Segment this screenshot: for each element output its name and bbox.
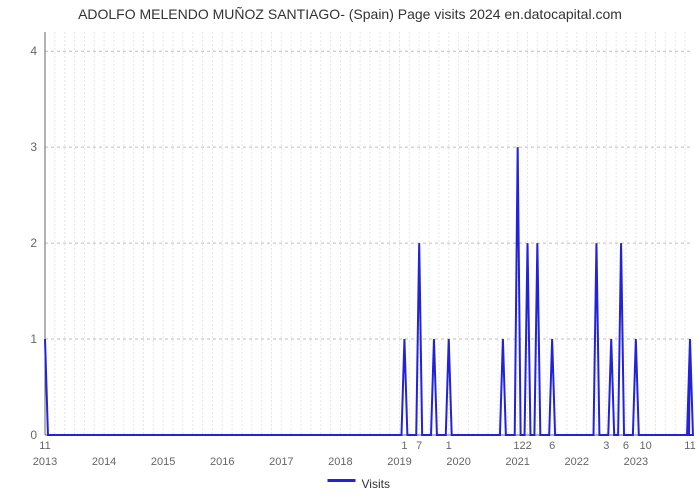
- svg-text:2016: 2016: [210, 456, 234, 468]
- svg-text:11: 11: [39, 440, 50, 452]
- chart-title: ADOLFO MELENDO MUÑOZ SANTIAGO- (Spain) P…: [0, 6, 700, 22]
- x-value-labels: 111711226361011: [39, 440, 695, 452]
- svg-text:4: 4: [30, 44, 37, 58]
- svg-text:2014: 2014: [92, 456, 116, 468]
- svg-text:3: 3: [30, 140, 37, 154]
- svg-text:1: 1: [30, 332, 37, 346]
- svg-text:10: 10: [640, 440, 652, 452]
- svg-text:2017: 2017: [269, 456, 293, 468]
- vertical-grid: [45, 32, 685, 435]
- legend-label: Visits: [362, 477, 390, 491]
- svg-text:122: 122: [513, 440, 531, 452]
- svg-text:2022: 2022: [565, 456, 589, 468]
- svg-text:7: 7: [416, 440, 422, 452]
- svg-text:6: 6: [549, 440, 555, 452]
- svg-text:3: 3: [603, 440, 609, 452]
- y-tick-labels: 0 1 2 3 4: [30, 44, 37, 442]
- svg-text:2021: 2021: [505, 456, 529, 468]
- svg-text:2023: 2023: [624, 456, 648, 468]
- axes: [45, 32, 690, 435]
- svg-text:2018: 2018: [328, 456, 352, 468]
- x-year-labels: 2013 2014 2015 2016 2017 2018 2019 2020 2021 2022…: [33, 456, 648, 468]
- svg-text:2019: 2019: [387, 456, 411, 468]
- svg-text:11: 11: [684, 440, 695, 452]
- chart-svg: 01234 2013201420152016201720182019202020…: [0, 0, 700, 500]
- svg-text:1: 1: [401, 440, 407, 452]
- svg-text:1: 1: [446, 440, 452, 452]
- legend-swatch: [328, 479, 356, 482]
- visits-line: [45, 147, 693, 435]
- svg-text:6: 6: [623, 440, 629, 452]
- horizontal-grid: [45, 51, 690, 339]
- svg-text:0: 0: [30, 428, 37, 442]
- svg-text:2013: 2013: [33, 456, 57, 468]
- svg-text:2020: 2020: [446, 456, 470, 468]
- svg-text:2015: 2015: [151, 456, 175, 468]
- svg-text:2: 2: [30, 236, 37, 250]
- legend: Visits: [328, 477, 390, 491]
